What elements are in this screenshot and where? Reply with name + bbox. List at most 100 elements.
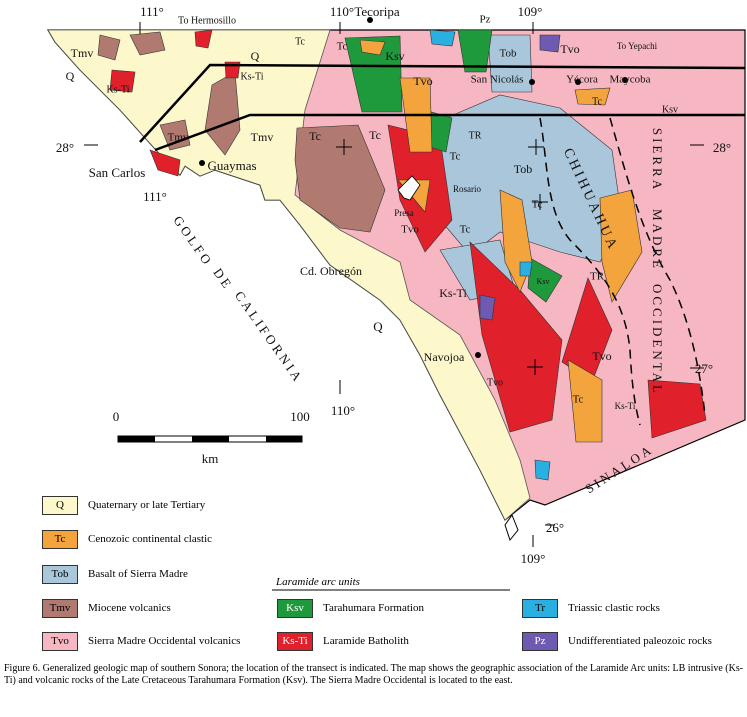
map-label: Rosario [453,184,481,194]
geologic-unit [519,261,533,277]
map-label: Ks-Ti [615,401,636,411]
map-label: GOLFO [170,213,216,269]
map-label: 27° [695,361,713,376]
legend-swatch: Q [42,496,78,515]
reservoir [397,175,421,201]
map-label: Tvo [592,349,611,363]
legend-swatch: Tmv [42,599,78,618]
map-label: Ksv [537,277,550,286]
map-label: Tc [337,41,348,53]
grid-cross [336,139,548,375]
map-label: Navojoa [424,350,465,364]
legend-swatch: Tvo [42,632,78,651]
scale-min: 0 [113,409,120,424]
scale-unit: km [202,451,219,466]
caption: Figure 6. Generalized geologic map of so… [4,663,744,686]
geologic-unit [194,29,213,49]
map-label: Cd. Obregón [300,264,362,278]
map-label: Ks-Ti [107,84,130,95]
scale-bar-segment [266,436,302,442]
map-label: Tob [514,162,533,176]
unit-q [47,29,531,521]
map-label: Tc [450,151,461,163]
map-label: Tvo [401,224,419,236]
map-label: Tob [500,48,517,60]
geologic-unit [567,359,603,443]
grid-crosses [84,22,704,547]
legend-text: Undifferentiated paleozoic rocks [568,635,712,647]
state-border [609,117,706,416]
map-label: Tc [295,36,305,47]
geologic-unit [359,39,386,56]
map-label: Q [251,49,260,63]
town [529,79,535,85]
geologic-unit [534,459,551,481]
map-label: Ksv [662,104,678,115]
map-label: Tvo [413,74,432,88]
transect-line [154,113,745,152]
geologic-unit [97,34,121,61]
island [504,513,519,542]
map-label: Tc [460,224,471,236]
legend-text: Tarahumara Formation [323,602,424,614]
map-label: 111° [143,189,167,204]
legend-text: Basalt of Sierra Madre [88,568,188,580]
map-label: Tvo [560,42,579,56]
map-label: Guaymas [207,158,256,173]
map-label: MADRE [650,209,665,271]
geologic-unit [429,29,456,47]
legend-swatch: Ks-Ti [277,632,313,651]
map-label: Tvo [487,377,503,388]
map-label: SIERRA [650,128,665,192]
graticule-tick [84,22,704,547]
scale-bar-segment [192,436,229,442]
geologic-unit [527,257,563,303]
map-label: Presa [394,208,414,218]
town [575,79,581,85]
map-label: 110° [331,403,355,418]
town [199,160,205,166]
legend-swatch: Pz [522,632,558,651]
map-label: Tc [573,394,584,406]
geologic-unit [149,149,181,177]
scale-max: 100 [290,409,310,424]
legend-text: Triassic clastic rocks [568,602,660,614]
map-label: San Nicolás [471,74,524,86]
geologic-unit [647,379,707,439]
geologic-unit [599,189,643,303]
map-label: 110° [330,4,354,19]
map-label: Tmv [251,130,274,144]
map-label: Tmv [71,46,94,60]
legend-swatch: Tr [522,599,558,618]
map-label: Yécora [566,74,598,86]
map-label: Tecoripa [354,4,400,19]
geologic-unit [159,119,191,151]
geologic-unit [129,31,166,56]
legend-heading: Laramide arc units [276,576,360,588]
map-label: Ksv [385,49,404,63]
map-label: Tc [369,128,381,142]
geologic-unit [109,69,136,93]
scale-bar: 0 100 km [113,409,310,466]
map-label: 111° [140,4,164,19]
map-label: TR [590,271,605,283]
town [367,17,373,23]
legend-swatch: Ksv [277,599,313,618]
map-label: Tc [532,199,543,211]
geologic-unit [479,294,496,321]
towns [199,17,628,358]
map-label: San Carlos [89,165,146,180]
map-label: To Hermosillo [178,15,236,26]
legend-text: Quaternary or late Tertiary [88,499,206,511]
map-label: OCCIDENTAL [650,284,665,396]
map-label: 28° [56,140,74,155]
geologic-unit [574,87,611,106]
map-label: TR [469,130,482,141]
legend-text: Miocene volcanics [88,602,171,614]
map-label: DE [210,265,236,293]
scale-bar-segment [118,436,155,442]
geology [46,29,746,542]
legend-text: Cenozoic continental clastic [88,533,213,545]
